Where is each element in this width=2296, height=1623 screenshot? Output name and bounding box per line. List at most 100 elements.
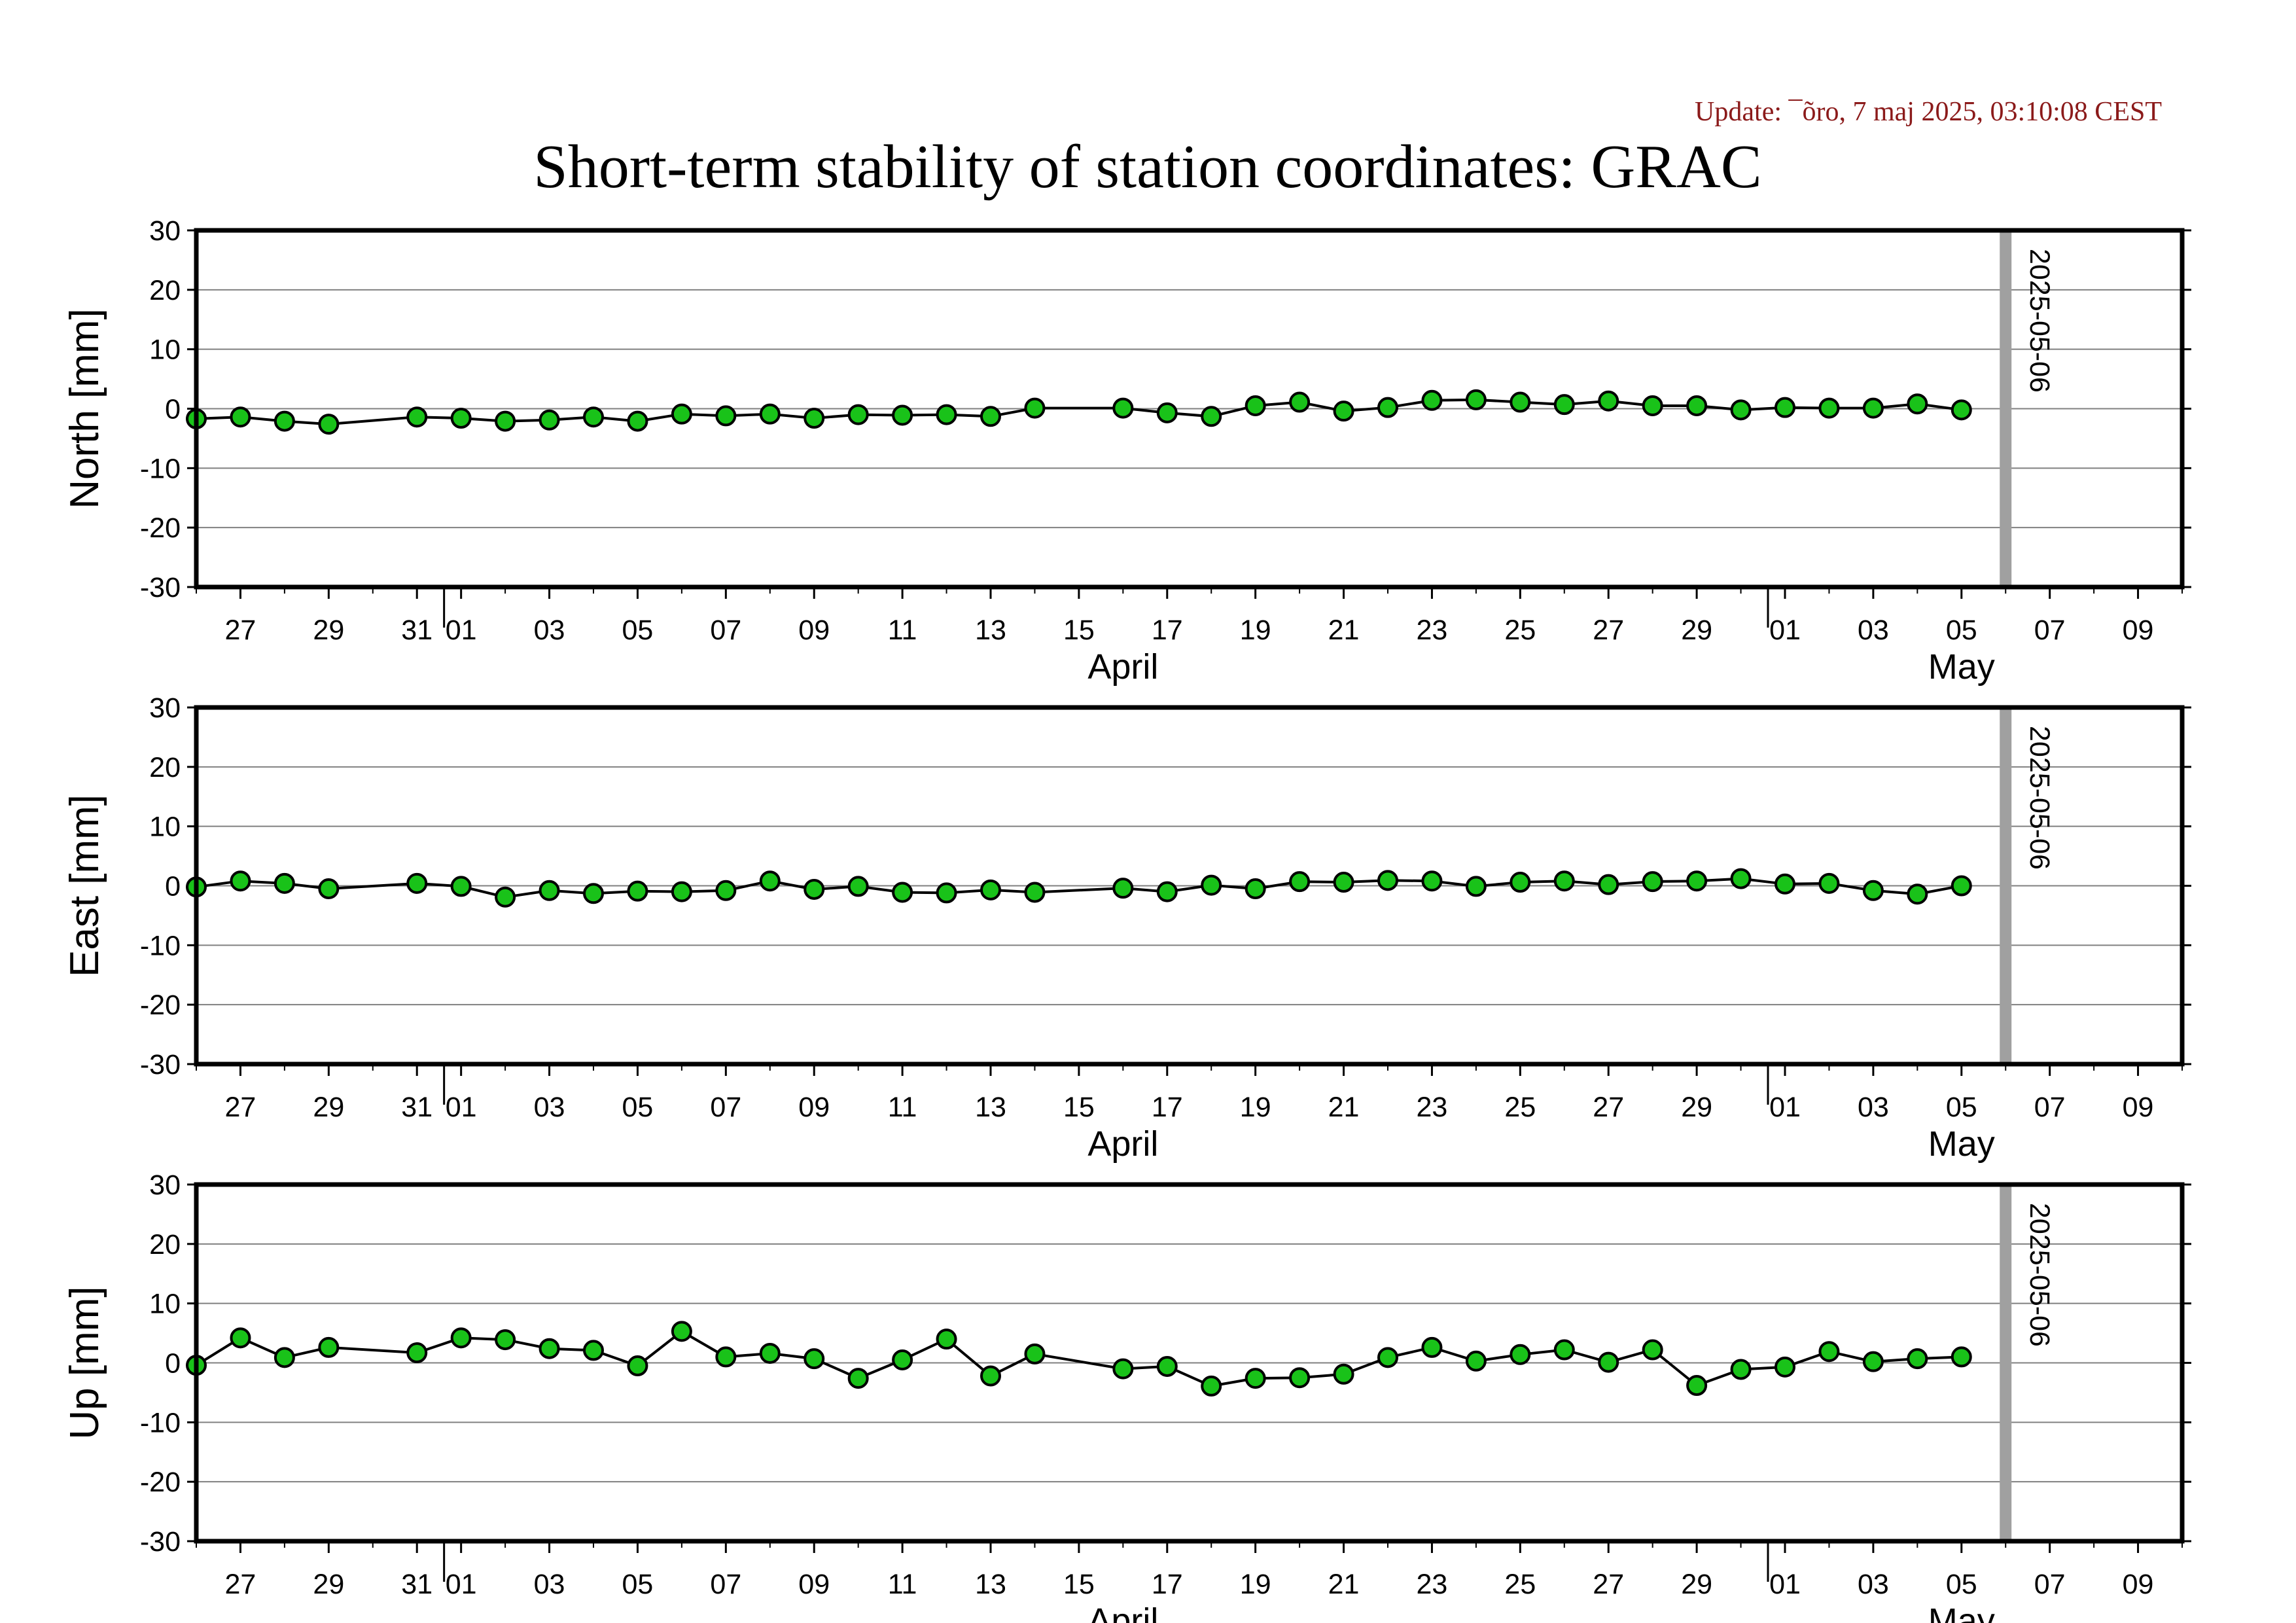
x-tick-label: 13 xyxy=(975,615,1006,646)
data-point xyxy=(318,1336,340,1358)
data-point xyxy=(804,1348,825,1370)
data-point xyxy=(1421,870,1443,892)
data-point xyxy=(715,880,737,901)
data-point xyxy=(627,410,648,432)
y-tick-label: 0 xyxy=(165,1348,181,1380)
data-point xyxy=(1775,397,1795,418)
x-tick-label: 07 xyxy=(2034,615,2066,646)
data-point xyxy=(583,1340,604,1361)
data-point xyxy=(892,1349,913,1370)
data-point xyxy=(671,403,692,425)
x-tick-label: 25 xyxy=(1504,1092,1536,1123)
x-tick-label: 27 xyxy=(225,615,256,646)
y-axis-label: North [mm] xyxy=(62,308,107,509)
data-point xyxy=(1598,1351,1619,1373)
data-point xyxy=(1112,1358,1134,1380)
x-tick-label: 27 xyxy=(1593,1092,1624,1123)
data-point xyxy=(759,870,781,892)
x-tick-label: 07 xyxy=(710,1092,741,1123)
data-point xyxy=(1333,1363,1354,1385)
data-point xyxy=(1818,397,1840,419)
x-tick-label: 07 xyxy=(2034,1092,2066,1123)
data-point xyxy=(1024,882,1046,903)
data-point xyxy=(583,883,604,904)
data-point xyxy=(274,872,295,894)
data-point xyxy=(1377,870,1398,891)
x-tick-label: 13 xyxy=(975,1092,1006,1123)
data-point xyxy=(1907,393,1928,415)
epoch-label: 2025-05-06 xyxy=(2024,249,2055,393)
x-tick-label: 17 xyxy=(1152,1092,1183,1123)
x-tick-label: 03 xyxy=(534,615,565,646)
data-point xyxy=(1333,401,1354,422)
x-tick-label: 19 xyxy=(1240,1569,1271,1600)
plot-frame xyxy=(194,705,2185,1067)
epoch-label: 2025-05-06 xyxy=(2024,1203,2055,1347)
x-tick-label: 05 xyxy=(1946,1569,1977,1600)
y-tick-label: 30 xyxy=(149,1169,181,1201)
data-point xyxy=(1201,874,1222,896)
data-point xyxy=(318,878,340,900)
data-point xyxy=(1951,875,1972,897)
data-point xyxy=(1024,1343,1046,1364)
y-tick-label: 20 xyxy=(149,1229,181,1260)
x-tick-label: 31 xyxy=(401,615,433,646)
y-tick-label: 20 xyxy=(149,752,181,783)
data-point xyxy=(715,1346,737,1368)
data-point xyxy=(495,410,516,432)
data-point xyxy=(1553,1339,1575,1361)
data-point xyxy=(1245,395,1266,416)
data-point xyxy=(936,882,957,904)
plot-frame xyxy=(194,228,2185,590)
data-point xyxy=(495,886,516,908)
x-tick-label: 25 xyxy=(1504,1569,1536,1600)
x-tick-label: 27 xyxy=(1593,615,1624,646)
data-point xyxy=(1730,868,1752,889)
x-tick-label: 01 xyxy=(1769,615,1801,646)
data-point xyxy=(539,1338,560,1359)
data-point xyxy=(1642,871,1663,893)
data-point xyxy=(1289,391,1311,413)
data-point xyxy=(539,409,560,431)
x-tick-label: 03 xyxy=(1858,1569,1889,1600)
x-tick-label: 01 xyxy=(446,1569,477,1600)
x-tick-label: 05 xyxy=(622,615,654,646)
data-point xyxy=(1862,880,1884,901)
data-point xyxy=(804,408,825,429)
data-point xyxy=(1598,390,1619,412)
data-point xyxy=(450,408,472,429)
x-tick-label: 11 xyxy=(888,1092,917,1123)
data-point xyxy=(1775,873,1795,895)
x-tick-label: 05 xyxy=(1946,615,1977,646)
x-tick-label: 29 xyxy=(1681,615,1712,646)
x-tick-label: 01 xyxy=(446,1092,477,1123)
data-point xyxy=(1553,394,1575,416)
data-point xyxy=(1775,1356,1795,1378)
data-point xyxy=(495,1329,516,1351)
x-tick-label: 29 xyxy=(1681,1092,1712,1123)
y-tick-label: -30 xyxy=(140,572,181,603)
x-tick-label: 15 xyxy=(1063,1569,1095,1600)
data-point xyxy=(1510,1344,1531,1365)
data-point xyxy=(406,1342,428,1364)
data-point xyxy=(1730,1359,1752,1380)
x-tick-label: 21 xyxy=(1328,615,1360,646)
y-axis-label: East [mm] xyxy=(62,794,107,977)
data-point xyxy=(980,879,1001,901)
x-tick-label: 15 xyxy=(1063,1092,1095,1123)
data-point xyxy=(1862,1351,1884,1372)
y-tick-label: 0 xyxy=(165,871,181,902)
data-point xyxy=(627,1355,648,1377)
x-tick-label: 27 xyxy=(225,1569,256,1600)
x-tick-label: 27 xyxy=(225,1092,256,1123)
x-tick-label: 21 xyxy=(1328,1569,1360,1600)
data-point xyxy=(847,404,869,425)
x-tick-label: 17 xyxy=(1152,1569,1183,1600)
y-tick-label: 30 xyxy=(149,215,181,247)
x-tick-label: 01 xyxy=(446,615,477,646)
x-tick-label: 03 xyxy=(1858,1092,1889,1123)
data-point xyxy=(1201,406,1222,427)
data-point xyxy=(1730,399,1752,421)
